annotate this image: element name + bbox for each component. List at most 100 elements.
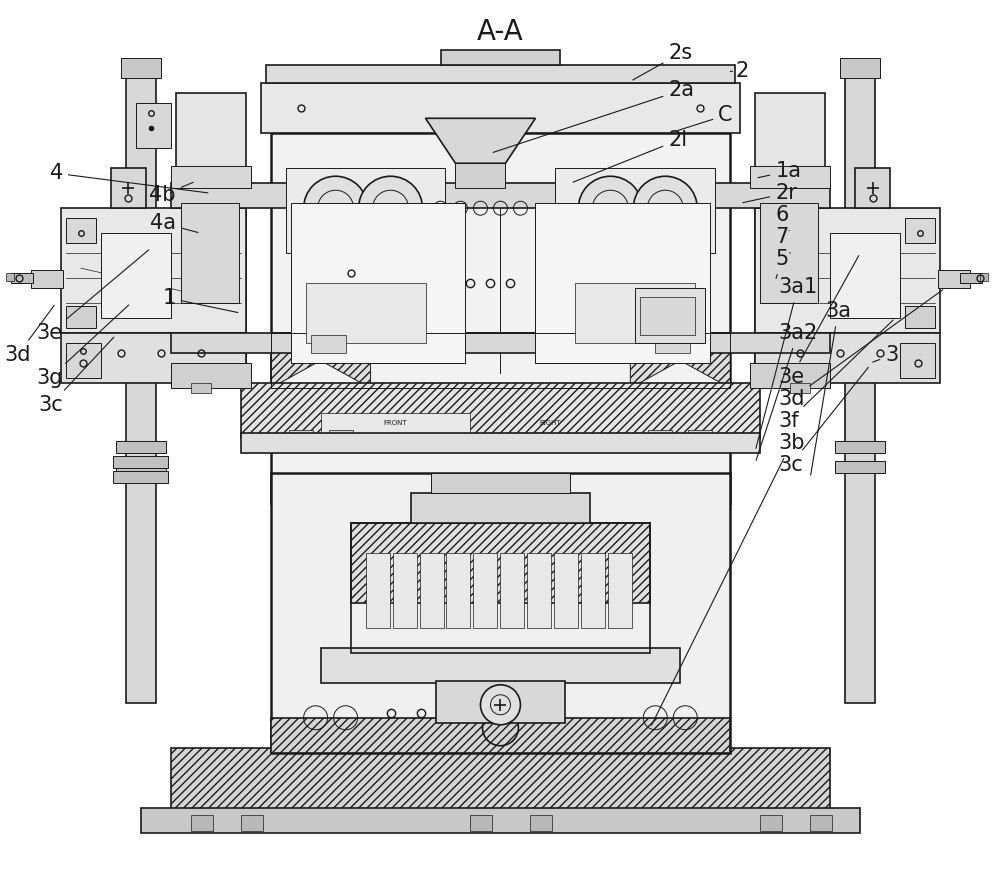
Bar <box>905 306 935 328</box>
Bar <box>555 168 715 254</box>
Text: 3f: 3f <box>778 320 893 431</box>
Bar <box>760 814 782 830</box>
Bar <box>113 456 168 468</box>
Bar <box>181 204 239 303</box>
Bar <box>554 553 578 628</box>
Bar <box>171 166 251 188</box>
Text: A-A: A-A <box>477 19 524 46</box>
Polygon shape <box>630 333 730 388</box>
Bar <box>351 523 650 653</box>
Bar <box>581 553 605 628</box>
Bar <box>790 383 810 393</box>
Text: 3a2: 3a2 <box>756 323 817 461</box>
Text: 3c: 3c <box>778 367 868 475</box>
Bar <box>527 553 551 628</box>
Bar <box>500 553 524 628</box>
Bar <box>441 50 560 65</box>
Polygon shape <box>271 333 371 388</box>
Bar <box>31 271 63 288</box>
Bar <box>321 647 680 683</box>
Circle shape <box>359 176 423 240</box>
Text: 3a: 3a <box>811 301 851 475</box>
Bar <box>530 814 552 830</box>
Bar <box>271 333 730 388</box>
Text: FRONT: FRONT <box>384 420 407 426</box>
Bar <box>286 168 445 254</box>
Bar <box>905 218 935 243</box>
Bar <box>436 680 565 722</box>
Bar <box>126 79 156 703</box>
Bar <box>171 333 830 353</box>
Bar <box>321 413 470 433</box>
Bar <box>608 553 632 628</box>
Bar <box>938 271 970 288</box>
Text: 2s: 2s <box>633 44 692 80</box>
Bar <box>113 471 168 483</box>
Bar <box>176 93 246 373</box>
Text: 4: 4 <box>50 163 208 193</box>
Bar <box>306 283 426 343</box>
Text: RIGHT: RIGHT <box>540 420 561 426</box>
Text: 7: 7 <box>775 227 790 254</box>
Text: 3g: 3g <box>36 305 129 388</box>
Text: 1: 1 <box>162 288 238 313</box>
Bar <box>750 363 830 388</box>
Text: 3d: 3d <box>778 289 943 409</box>
Text: 4a: 4a <box>150 213 198 233</box>
Bar <box>820 213 910 328</box>
Text: 2l: 2l <box>573 130 687 182</box>
Text: 2a: 2a <box>493 80 694 153</box>
Bar <box>420 553 444 628</box>
Bar <box>266 65 735 83</box>
Bar <box>810 814 832 830</box>
Bar <box>640 297 695 335</box>
Bar <box>393 553 417 628</box>
Text: 3: 3 <box>873 345 898 365</box>
Bar <box>830 233 900 318</box>
Circle shape <box>304 176 368 240</box>
Bar <box>535 204 710 363</box>
Bar <box>66 218 96 243</box>
Bar <box>61 333 246 383</box>
Bar <box>446 553 470 628</box>
Bar <box>470 814 492 830</box>
Bar <box>271 133 730 503</box>
Bar <box>431 473 570 493</box>
Text: 3d: 3d <box>4 305 54 365</box>
Bar <box>750 166 830 188</box>
Text: 6: 6 <box>775 205 789 230</box>
Bar <box>111 168 146 208</box>
Bar <box>191 383 211 393</box>
Text: 1a: 1a <box>758 162 801 181</box>
Bar <box>329 430 353 448</box>
Bar <box>116 441 166 453</box>
Bar <box>635 288 705 343</box>
Bar <box>141 807 860 832</box>
Bar <box>980 273 988 281</box>
Bar <box>840 58 880 79</box>
Circle shape <box>633 176 697 240</box>
Bar <box>455 163 505 188</box>
Bar <box>575 283 695 343</box>
Bar <box>473 553 497 628</box>
Bar <box>960 273 982 283</box>
Bar <box>261 83 740 133</box>
Text: 3e: 3e <box>37 250 149 343</box>
Bar <box>171 747 830 813</box>
Bar <box>900 343 935 378</box>
Bar <box>835 441 885 453</box>
Bar <box>121 58 161 79</box>
Bar <box>66 343 101 378</box>
Bar <box>241 814 263 830</box>
Bar <box>271 718 730 753</box>
Text: 3c: 3c <box>38 338 114 415</box>
Bar <box>289 430 313 448</box>
Bar <box>648 430 672 448</box>
Bar <box>845 79 875 703</box>
Bar <box>755 208 940 333</box>
Bar <box>136 104 171 148</box>
Bar <box>366 553 390 628</box>
Bar <box>66 306 96 328</box>
Bar <box>11 273 33 283</box>
Bar <box>835 461 885 473</box>
